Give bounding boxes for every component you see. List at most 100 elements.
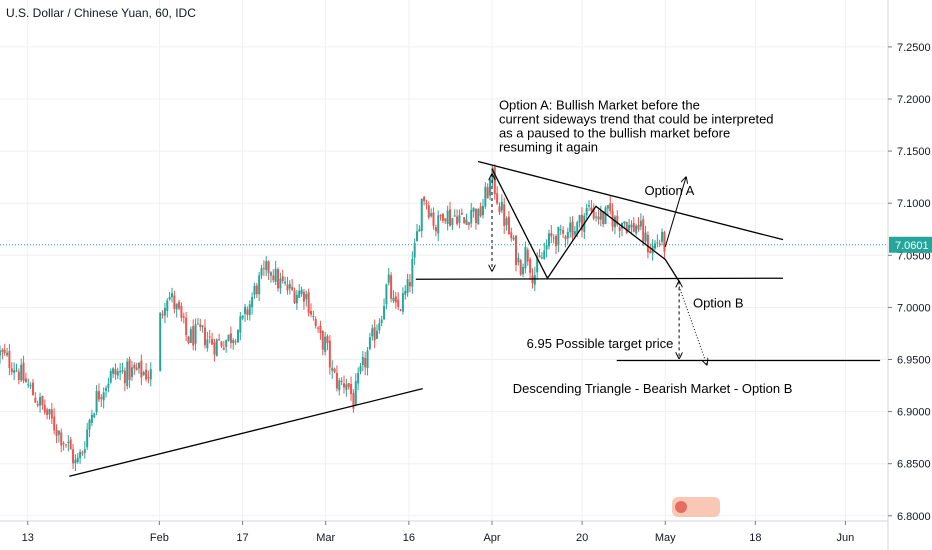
candle-body (350, 383, 353, 395)
time-tick-label: Jun (837, 532, 855, 544)
candle-body (375, 330, 378, 339)
candle-body (510, 232, 513, 239)
candle-body (112, 368, 115, 374)
candle-body (569, 222, 572, 233)
candle-body (540, 257, 543, 259)
option-a-thesis-line: current sideways trend that could be int… (499, 111, 774, 126)
price-tick-label: 7.1500 (897, 146, 931, 158)
candle-body (401, 293, 404, 312)
candle-body (163, 308, 166, 316)
candle-body (547, 233, 550, 247)
candle-body (312, 316, 315, 318)
candle-body (147, 377, 150, 379)
candle-body (41, 395, 44, 406)
price-axis[interactable]: 7.2500 7.2000 7.1500 7.1000 7.0500 7.0000 6.95… (887, 0, 932, 550)
candle-body (189, 329, 192, 344)
candle-body (335, 372, 338, 389)
candle-body (265, 261, 268, 271)
candle-body (298, 290, 301, 298)
candle-body (425, 203, 428, 205)
candle-body (562, 229, 565, 234)
price-tick-label: 6.9000 (897, 407, 931, 419)
candle-body (192, 326, 195, 346)
candle-body (526, 249, 529, 262)
time-tick-label: 13 (22, 532, 34, 544)
candle-body (371, 328, 374, 337)
drawings-layer[interactable] (69, 160, 881, 477)
candle-body (635, 225, 638, 234)
candle-body (140, 360, 143, 378)
candle-body (102, 392, 105, 401)
candle-body (321, 331, 324, 350)
candle-body (477, 208, 480, 225)
candle-body (60, 432, 63, 446)
time-tick-label: 18 (749, 532, 761, 544)
pattern-label-line: Descending Triangle - Bearish Market - O… (513, 381, 793, 396)
candle-body (373, 327, 376, 341)
candle-body (639, 220, 642, 227)
time-tick-label: 20 (576, 532, 588, 544)
candle-body (378, 323, 381, 331)
candle-body (576, 222, 579, 234)
candle-body (76, 457, 79, 463)
candle-body (43, 404, 46, 413)
candle-body (24, 378, 27, 383)
candle-body (484, 186, 487, 207)
candle-body (6, 352, 9, 355)
candle-body (97, 391, 100, 400)
candle-body (222, 347, 225, 350)
candle-body (557, 226, 560, 246)
candle-body (566, 232, 569, 239)
option-b-label-line: Option B (693, 295, 744, 310)
option-b-label: Option B (693, 295, 744, 310)
candle-body (20, 364, 23, 381)
option-a-label-line: Option A (644, 183, 694, 198)
candle-body (57, 430, 60, 435)
candle-body (10, 368, 13, 373)
candle-body (17, 371, 20, 381)
candle-body (31, 382, 34, 396)
candle-body (81, 452, 84, 454)
price-tick-label: 7.1000 (897, 198, 931, 210)
candle-body (463, 217, 466, 224)
candle-body (175, 303, 178, 310)
candle-body (451, 218, 454, 226)
candle-body (194, 324, 197, 344)
candle-body (430, 212, 433, 217)
candle-body (628, 224, 631, 231)
candle-body (159, 313, 162, 371)
price-tick-label: 7.2000 (897, 94, 931, 106)
candle-body (286, 284, 289, 291)
candle-body (29, 385, 32, 387)
candle-body (288, 283, 291, 289)
candle-body (13, 370, 16, 373)
candle-body (123, 370, 126, 384)
candle-body (519, 260, 522, 275)
candle-body (1, 349, 4, 352)
current-price-tag (889, 236, 932, 253)
candle-body (114, 369, 117, 375)
candle-body (449, 209, 452, 226)
candle-body (408, 282, 411, 287)
candle-body (623, 221, 626, 224)
candle-body (50, 409, 53, 419)
candle-body (182, 316, 185, 318)
candle-body (239, 316, 242, 333)
candle-body (8, 351, 11, 369)
candle-body (394, 296, 397, 303)
candle-body (397, 299, 400, 307)
candle-body (399, 309, 402, 311)
candle-body (305, 294, 308, 300)
candle-body (427, 205, 430, 218)
tradingview-logo (672, 497, 720, 517)
candle-body (418, 229, 421, 232)
candle-body (241, 315, 244, 319)
candle-body (331, 367, 334, 371)
price-tick-label: 6.9500 (897, 354, 931, 366)
candle-body (458, 215, 461, 223)
time-axis[interactable]: 13 Feb 17 Mar 16 Apr 20 May 18 Jun (0, 520, 888, 544)
candle-body (514, 235, 517, 266)
candle-body (248, 304, 251, 316)
candle-body (227, 334, 230, 341)
